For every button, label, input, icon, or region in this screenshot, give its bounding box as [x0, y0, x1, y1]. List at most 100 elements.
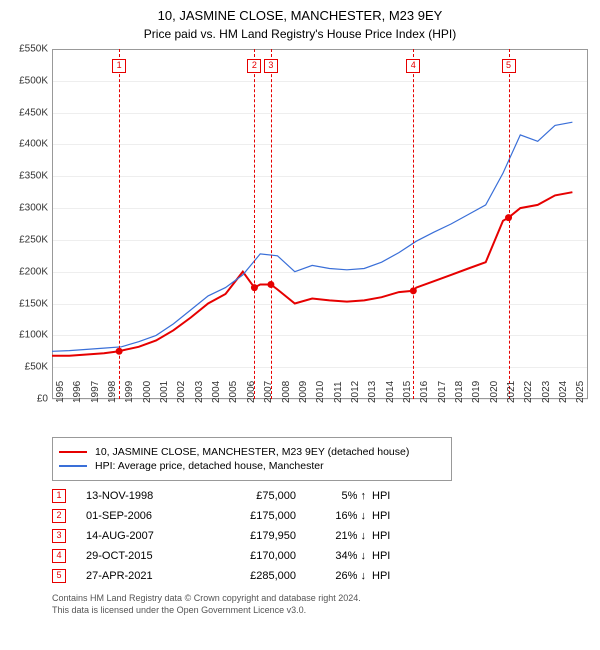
legend-label: 10, JASMINE CLOSE, MANCHESTER, M23 9EY (…	[95, 446, 409, 458]
tx-pct: 34% ↓	[296, 550, 366, 562]
tx-hpi-label: HPI	[372, 490, 390, 502]
tx-price: £170,000	[206, 550, 296, 562]
chart-container: 10, JASMINE CLOSE, MANCHESTER, M23 9EY P…	[0, 0, 600, 624]
table-row: 5 27-APR-2021£285,00026% ↓ HPI	[52, 569, 592, 583]
tx-hpi-label: HPI	[372, 550, 390, 562]
footer: Contains HM Land Registry data © Crown c…	[52, 593, 592, 616]
x-axis-label: 2013	[367, 381, 378, 403]
table-row: 1 13-NOV-1998£75,0005% ↑ HPI	[52, 489, 592, 503]
y-axis-label: £50K	[8, 362, 48, 373]
x-axis-label: 2001	[159, 381, 170, 403]
tx-hpi-label: HPI	[372, 510, 390, 522]
tx-pct: 21% ↓	[296, 530, 366, 542]
y-axis-label: £100K	[8, 330, 48, 341]
y-axis-label: £400K	[8, 139, 48, 150]
y-axis-label: £350K	[8, 171, 48, 182]
x-axis-label: 2004	[211, 381, 222, 403]
event-marker: 2	[247, 59, 261, 73]
chart-area: £0 £50K £100K £150K £200K £250K £300K £350K £400…	[8, 49, 592, 429]
tx-hpi-label: HPI	[372, 530, 390, 542]
tx-date: 14-AUG-2007	[86, 530, 206, 542]
x-axis-label: 2005	[228, 381, 239, 403]
y-axis-label: £450K	[8, 107, 48, 118]
x-axis-label: 2003	[194, 381, 205, 403]
x-axis-label: 2019	[471, 381, 482, 403]
x-axis-label: 2015	[402, 381, 413, 403]
row-marker: 4	[52, 549, 66, 563]
y-axis-label: £250K	[8, 234, 48, 245]
series-line	[52, 122, 572, 351]
event-marker: 1	[112, 59, 126, 73]
row-marker: 1	[52, 489, 66, 503]
event-line	[509, 49, 510, 399]
tx-pct: 26% ↓	[296, 570, 366, 582]
y-axis-label: £500K	[8, 75, 48, 86]
tx-price: £75,000	[206, 490, 296, 502]
x-axis-label: 2023	[541, 381, 552, 403]
x-axis-label: 2025	[575, 381, 586, 403]
x-axis-label: 2017	[437, 381, 448, 403]
tx-price: £175,000	[206, 510, 296, 522]
x-axis-label: 1996	[72, 381, 83, 403]
x-axis-label: 2011	[333, 381, 344, 403]
table-row: 4 29-OCT-2015£170,00034% ↓ HPI	[52, 549, 592, 563]
tx-hpi-label: HPI	[372, 570, 390, 582]
x-axis-label: 2002	[176, 381, 187, 403]
row-marker: 2	[52, 509, 66, 523]
legend-swatch	[59, 451, 87, 453]
footer-line: This data is licensed under the Open Gov…	[52, 605, 592, 617]
tx-date: 01-SEP-2006	[86, 510, 206, 522]
tx-date: 29-OCT-2015	[86, 550, 206, 562]
event-marker: 5	[502, 59, 516, 73]
footer-line: Contains HM Land Registry data © Crown c…	[52, 593, 592, 605]
tx-price: £179,950	[206, 530, 296, 542]
event-marker: 3	[264, 59, 278, 73]
y-axis-label: £300K	[8, 203, 48, 214]
table-row: 3 14-AUG-2007£179,95021% ↓ HPI	[52, 529, 592, 543]
x-axis-label: 2018	[454, 381, 465, 403]
legend-swatch	[59, 465, 87, 466]
transaction-table: 113-NOV-1998£75,0005% ↑HPI201-SEP-2006£1…	[52, 489, 592, 583]
y-axis-label: £200K	[8, 266, 48, 277]
x-axis-label: 2024	[558, 381, 569, 403]
tx-date: 13-NOV-1998	[86, 490, 206, 502]
chart-title: 10, JASMINE CLOSE, MANCHESTER, M23 9EY	[8, 8, 592, 23]
x-axis-label: 2021	[506, 381, 517, 403]
x-axis-label: 2009	[298, 381, 309, 403]
x-axis-label: 2020	[489, 381, 500, 403]
x-axis-label: 2000	[142, 381, 153, 403]
x-axis-label: 2006	[246, 381, 257, 403]
chart-subtitle: Price paid vs. HM Land Registry's House …	[8, 27, 592, 41]
y-axis-label: £550K	[8, 44, 48, 55]
event-line	[254, 49, 255, 399]
legend: 10, JASMINE CLOSE, MANCHESTER, M23 9EY (…	[52, 437, 452, 481]
event-line	[271, 49, 272, 399]
x-axis-label: 1998	[107, 381, 118, 403]
legend-item: 10, JASMINE CLOSE, MANCHESTER, M23 9EY (…	[59, 446, 445, 458]
legend-item: HPI: Average price, detached house, Manc…	[59, 460, 445, 472]
x-axis-label: 1997	[90, 381, 101, 403]
x-axis-label: 2007	[263, 381, 274, 403]
event-line	[119, 49, 120, 399]
table-row: 2 01-SEP-2006£175,00016% ↓ HPI	[52, 509, 592, 523]
x-axis-label: 2008	[281, 381, 292, 403]
event-line	[413, 49, 414, 399]
row-marker: 5	[52, 569, 66, 583]
row-marker: 3	[52, 529, 66, 543]
x-axis-label: 2012	[350, 381, 361, 403]
tx-pct: 5% ↑	[296, 490, 366, 502]
x-axis-label: 2014	[385, 381, 396, 403]
x-axis-label: 1995	[55, 381, 66, 403]
y-axis-label: £150K	[8, 298, 48, 309]
series-line	[52, 192, 572, 356]
x-axis-label: 1999	[124, 381, 135, 403]
tx-pct: 16% ↓	[296, 510, 366, 522]
x-axis-label: 2016	[419, 381, 430, 403]
y-axis-label: £0	[8, 394, 48, 405]
tx-date: 27-APR-2021	[86, 570, 206, 582]
tx-price: £285,000	[206, 570, 296, 582]
event-marker: 4	[406, 59, 420, 73]
x-axis-label: 2022	[523, 381, 534, 403]
legend-label: HPI: Average price, detached house, Manc…	[95, 460, 324, 472]
x-axis-label: 2010	[315, 381, 326, 403]
